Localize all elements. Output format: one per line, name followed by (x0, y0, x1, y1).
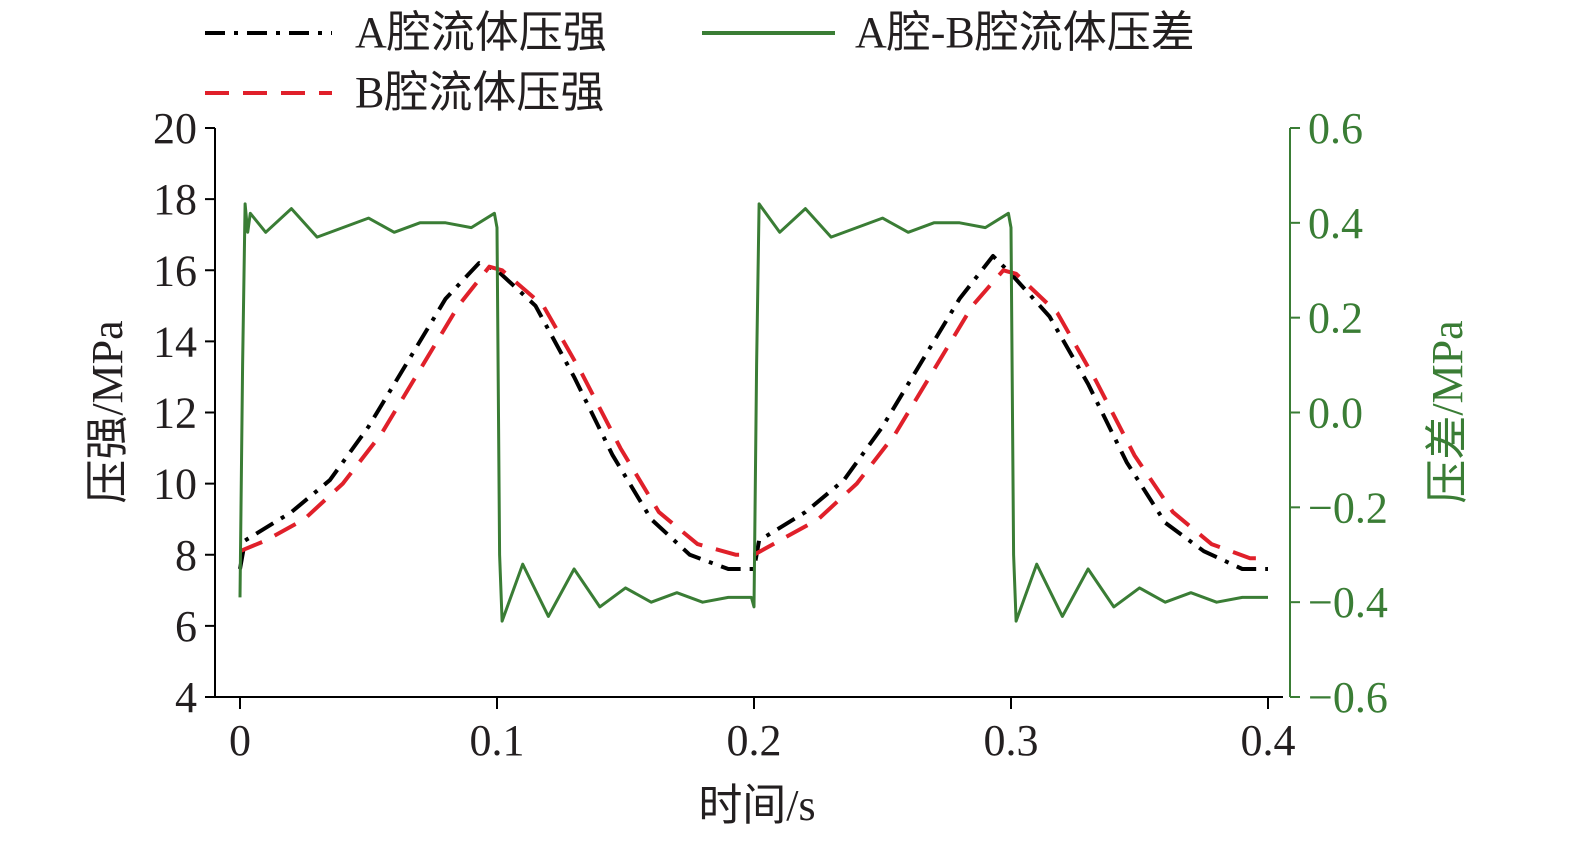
y-tick-label: 6 (175, 602, 197, 651)
y-tick-label: 8 (175, 531, 197, 580)
x-tick-label: 0.2 (727, 716, 782, 765)
y2-tick-label: 0.6 (1308, 104, 1363, 153)
x-tick-label: 0.4 (1241, 716, 1296, 765)
y2-tick-label: 0.0 (1308, 389, 1363, 438)
y-tick-label: 10 (153, 460, 197, 509)
series-line-0 (238, 254, 1268, 571)
legend-label-0: A腔流体压强 (355, 8, 607, 57)
y2-tick-label: −0.2 (1308, 483, 1388, 532)
y-tick-label: 16 (153, 246, 197, 295)
legend-label-2: A腔-B腔流体压差 (855, 8, 1195, 57)
x-axis-label: 时间/s (698, 781, 815, 830)
x-tick-label: 0.3 (984, 716, 1039, 765)
y2-axis-label: 压差/MPa (1423, 320, 1472, 503)
plot-area (238, 202, 1268, 623)
legend: A腔流体压强 B腔流体压强 A腔-B腔流体压差 (205, 8, 1195, 117)
y-tick-label: 18 (153, 175, 197, 224)
y2-tick-label: 0.4 (1308, 199, 1363, 248)
x-tick-label: 0 (229, 716, 251, 765)
y2-tick-label: −0.4 (1308, 578, 1388, 627)
y-tick-label: 4 (175, 673, 197, 722)
legend-label-1: B腔流体压强 (355, 68, 604, 117)
x-tick-label: 0.1 (470, 716, 525, 765)
y-tick-label: 20 (153, 104, 197, 153)
y-tick-label: 12 (153, 389, 197, 438)
series-line-2 (238, 202, 1268, 623)
y-tick-label: 14 (153, 317, 197, 366)
y2-tick-label: 0.2 (1308, 294, 1363, 343)
y-axis-label: 压强/MPa (83, 320, 132, 503)
y2-tick-label: −0.6 (1308, 673, 1388, 722)
